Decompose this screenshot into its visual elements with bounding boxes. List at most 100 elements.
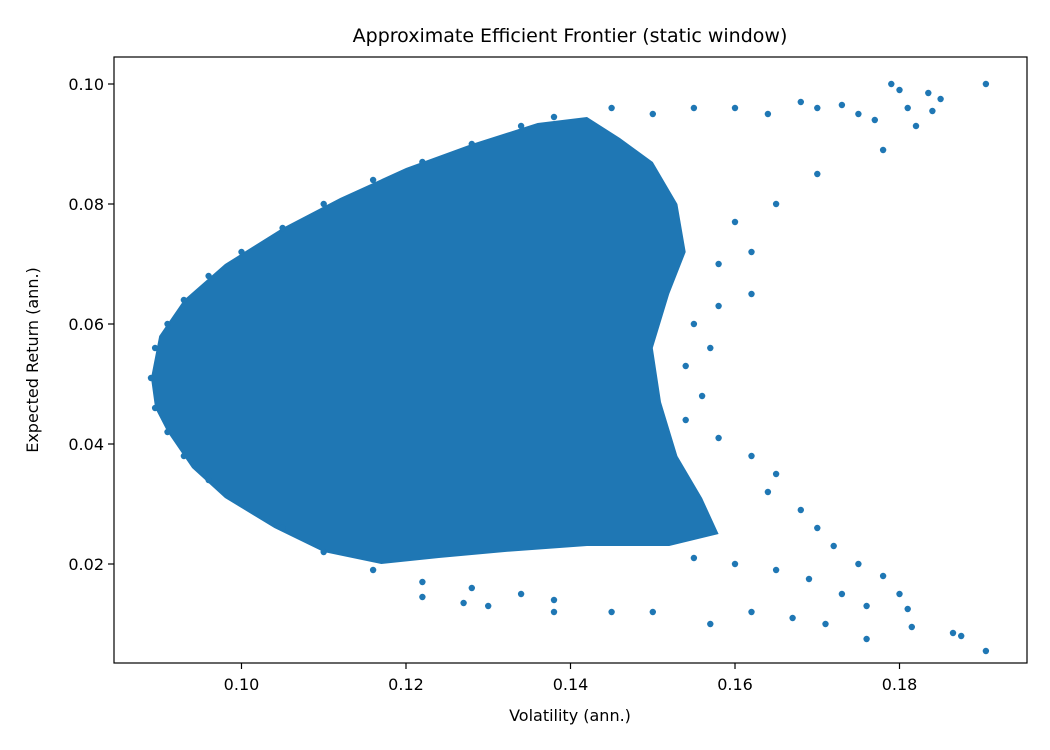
scatter-point <box>982 80 990 88</box>
x-tick-label: 0.14 <box>553 675 589 694</box>
scatter-point <box>460 599 467 607</box>
scatter-point <box>279 524 286 532</box>
scatter-point <box>715 302 722 310</box>
scatter-point <box>958 632 965 640</box>
scatter-point <box>925 89 932 97</box>
scatter-point <box>748 608 755 616</box>
scatter-point <box>649 110 656 118</box>
scatter-point <box>830 542 837 550</box>
scatter-point <box>180 296 188 304</box>
scatter-point <box>871 116 878 124</box>
scatter-point <box>912 122 920 130</box>
scatter-point <box>838 590 846 598</box>
scatter-point <box>838 101 846 109</box>
scatter-point <box>550 608 558 616</box>
scatter-point <box>164 320 171 328</box>
scatter-point <box>797 98 804 106</box>
x-tick-label: 0.10 <box>224 675 260 694</box>
scatter-point <box>698 392 706 400</box>
scatter-point <box>863 602 870 610</box>
scatter-point <box>238 500 245 508</box>
scatter-point <box>855 560 862 568</box>
scatter-point <box>904 605 911 613</box>
scatter-point <box>731 218 739 226</box>
y-tick-label: 0.08 <box>68 195 104 214</box>
scatter-point <box>151 404 159 412</box>
point-cloud-area <box>151 117 719 564</box>
scatter-point <box>789 614 796 622</box>
scatter-point <box>147 374 155 382</box>
scatter-point <box>517 122 525 130</box>
dense-point-cloud <box>151 117 719 564</box>
scatter-point <box>468 140 475 148</box>
scatter-point <box>690 104 698 112</box>
scatter-point <box>369 566 377 574</box>
scatter-point <box>814 104 821 112</box>
scatter-point <box>772 470 780 478</box>
scatter-point <box>369 176 377 184</box>
scatter-point <box>419 578 426 586</box>
scatter-point <box>649 608 656 616</box>
scatter-point <box>320 200 327 208</box>
scatter-point <box>748 248 755 256</box>
scatter-point <box>879 146 887 154</box>
scatter-point <box>814 170 821 178</box>
scatter-point <box>238 248 245 256</box>
scatter-point <box>772 200 780 208</box>
scatter-point <box>419 158 426 166</box>
y-tick-label: 0.06 <box>68 315 104 334</box>
scatter-point <box>279 224 286 232</box>
scatter-point <box>904 104 911 112</box>
scatter-point <box>982 647 990 655</box>
scatter-point <box>151 344 159 352</box>
scatter-point <box>797 506 804 514</box>
x-tick-label: 0.16 <box>717 675 753 694</box>
scatter-point <box>888 80 895 88</box>
scatter-point <box>879 572 887 580</box>
scatter-point <box>608 104 615 112</box>
scatter-point <box>715 260 722 268</box>
scatter-point <box>320 548 327 556</box>
y-tick-label: 0.04 <box>68 435 104 454</box>
scatter-point <box>468 584 475 592</box>
scatter-point <box>908 623 915 631</box>
scatter-point <box>164 428 171 436</box>
scatter-point <box>419 593 426 601</box>
scatter-point <box>805 575 813 583</box>
scatter-point <box>896 86 903 94</box>
scatter-points <box>147 80 990 655</box>
scatter-point <box>517 590 525 598</box>
x-axis-label: Volatility (ann.) <box>509 706 631 725</box>
scatter-point <box>772 566 780 574</box>
x-axis-ticks: 0.10 0.12 0.14 0.16 0.18 <box>224 663 918 694</box>
scatter-point <box>608 608 615 616</box>
scatter-point <box>949 629 957 637</box>
scatter-point <box>748 452 755 460</box>
scatter-point <box>863 635 870 643</box>
scatter-point <box>748 290 755 298</box>
scatter-point <box>682 362 689 370</box>
scatter-point <box>485 602 492 610</box>
scatter-point <box>764 110 772 118</box>
scatter-point <box>690 554 698 562</box>
scatter-point <box>822 620 829 628</box>
scatter-point <box>690 320 698 328</box>
x-tick-label: 0.18 <box>882 675 918 694</box>
scatter-point <box>855 110 862 118</box>
y-tick-label: 0.10 <box>68 75 104 94</box>
scatter-point <box>929 107 936 115</box>
scatter-point <box>707 620 714 628</box>
scatter-point <box>550 113 558 121</box>
scatter-point <box>937 95 944 103</box>
y-axis-ticks: 0.02 0.04 0.06 0.08 0.10 <box>68 75 114 574</box>
scatter-point <box>896 590 903 598</box>
y-axis-label: Expected Return (ann.) <box>23 267 42 453</box>
scatter-point <box>707 344 714 352</box>
scatter-point <box>764 488 772 496</box>
scatter-point <box>731 104 739 112</box>
scatter-point <box>715 434 722 442</box>
scatter-point <box>550 596 558 604</box>
scatter-point <box>180 452 188 460</box>
